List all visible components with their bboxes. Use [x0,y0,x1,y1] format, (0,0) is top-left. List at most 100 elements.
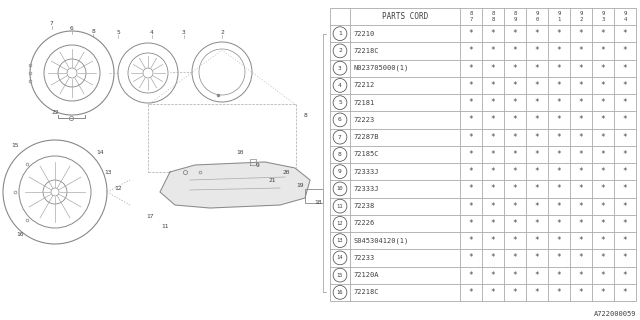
Text: *: * [557,64,561,73]
Text: *: * [513,253,517,262]
Text: *: * [468,202,474,211]
Text: *: * [579,288,583,297]
Text: *: * [534,150,540,159]
Text: *: * [557,253,561,262]
Text: 16: 16 [16,233,24,237]
Text: *: * [601,167,605,176]
Text: *: * [468,288,474,297]
Text: *: * [468,219,474,228]
Text: *: * [557,150,561,159]
Text: *: * [513,219,517,228]
Text: 15: 15 [337,273,343,278]
Text: 11: 11 [337,204,343,209]
Text: *: * [491,81,495,90]
Text: *: * [468,167,474,176]
Text: 7: 7 [338,135,342,140]
Text: S045304120(1): S045304120(1) [353,237,408,244]
Text: 13: 13 [337,238,343,243]
Text: 72226: 72226 [353,220,374,226]
Text: *: * [491,288,495,297]
Text: *: * [623,219,627,228]
Text: *: * [579,150,583,159]
Text: *: * [513,29,517,38]
Text: A722000059: A722000059 [593,311,636,317]
Text: *: * [623,253,627,262]
Text: 8: 8 [338,152,342,157]
Text: *: * [623,29,627,38]
Text: *: * [557,98,561,107]
Text: 14: 14 [337,255,343,260]
Text: *: * [623,202,627,211]
Text: *: * [468,98,474,107]
Text: *: * [491,184,495,193]
Text: 72120A: 72120A [353,272,378,278]
Text: 20: 20 [282,170,290,174]
Text: 4: 4 [338,83,342,88]
Text: *: * [534,81,540,90]
Text: *: * [468,133,474,142]
Text: 3: 3 [182,29,186,35]
Text: *: * [623,98,627,107]
Text: PARTS CORD: PARTS CORD [382,12,428,21]
Text: *: * [601,98,605,107]
Text: 72287B: 72287B [353,134,378,140]
Text: 18: 18 [314,199,322,204]
Text: *: * [534,253,540,262]
Text: *: * [623,184,627,193]
Text: 72185C: 72185C [353,151,378,157]
Text: *: * [601,202,605,211]
Text: *: * [513,46,517,55]
Text: 8
9: 8 9 [513,11,516,22]
Text: *: * [557,116,561,124]
Text: *: * [623,236,627,245]
Text: *: * [623,133,627,142]
Text: *: * [623,64,627,73]
Text: 12: 12 [337,221,343,226]
Text: *: * [513,133,517,142]
Text: N023705000(1): N023705000(1) [353,65,408,71]
Text: *: * [491,29,495,38]
Text: *: * [534,167,540,176]
Text: *: * [513,288,517,297]
Text: *: * [491,116,495,124]
Text: *: * [491,167,495,176]
Text: 8
8: 8 8 [492,11,495,22]
Text: *: * [601,150,605,159]
Text: 1: 1 [338,31,342,36]
Text: 9: 9 [256,163,260,167]
Text: *: * [601,219,605,228]
Text: 2: 2 [338,48,342,53]
Text: *: * [513,167,517,176]
Text: 2: 2 [220,29,224,35]
Text: *: * [513,81,517,90]
Text: *: * [557,202,561,211]
Text: *: * [579,219,583,228]
Text: *: * [579,184,583,193]
Text: *: * [557,167,561,176]
Text: *: * [623,116,627,124]
Text: *: * [623,271,627,280]
Text: 72333J: 72333J [353,169,378,175]
Text: *: * [534,133,540,142]
Text: *: * [513,184,517,193]
Text: 22: 22 [51,109,59,115]
Text: *: * [623,150,627,159]
Text: *: * [534,98,540,107]
Text: *: * [601,46,605,55]
Text: *: * [468,184,474,193]
Text: 19: 19 [296,182,304,188]
Text: *: * [468,236,474,245]
Text: *: * [468,81,474,90]
Text: *: * [513,98,517,107]
Text: 72212: 72212 [353,83,374,88]
Text: *: * [513,271,517,280]
Text: 9
0: 9 0 [536,11,539,22]
Text: 5: 5 [116,29,120,35]
Text: 14: 14 [96,149,104,155]
Text: 9: 9 [338,169,342,174]
Text: 10: 10 [236,149,244,155]
Text: *: * [468,46,474,55]
Text: *: * [579,64,583,73]
Text: 4: 4 [150,29,154,35]
Text: *: * [601,29,605,38]
